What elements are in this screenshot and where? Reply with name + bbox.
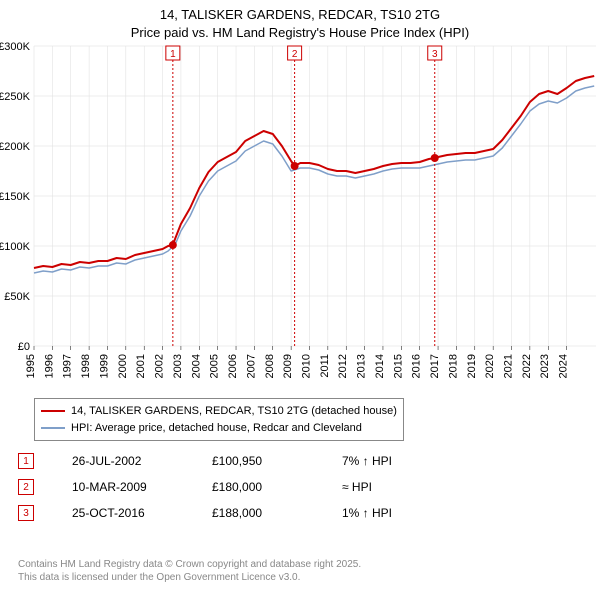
svg-text:2017: 2017 xyxy=(429,354,441,378)
event-hpi: ≈ HPI xyxy=(342,480,372,494)
svg-text:2012: 2012 xyxy=(337,354,349,378)
svg-text:2022: 2022 xyxy=(521,354,533,378)
svg-text:2018: 2018 xyxy=(447,354,459,378)
line-chart: £0 £50K £100K £150K £200K £250K £300K 1995 1996 1… xyxy=(0,42,600,392)
svg-text:2023: 2023 xyxy=(539,354,551,378)
svg-text:2003: 2003 xyxy=(172,354,184,378)
events-table: 1 26-JUL-2002£100,9507% ↑ HPI 2 10-MAR-2009… xyxy=(18,448,392,526)
event-date: 26-JUL-2002 xyxy=(72,454,212,468)
legend-label: 14, TALISKER GARDENS, REDCAR, TS10 2TG (… xyxy=(71,403,397,420)
chart-title: 14, TALISKER GARDENS, REDCAR, TS10 2TG P… xyxy=(0,0,600,41)
legend-swatch xyxy=(41,410,65,412)
event-row: 2 10-MAR-2009£180,000≈ HPI xyxy=(18,474,392,500)
svg-text:2016: 2016 xyxy=(411,354,423,378)
svg-text:2005: 2005 xyxy=(209,354,221,378)
svg-text:1998: 1998 xyxy=(80,354,92,378)
svg-text:1996: 1996 xyxy=(43,354,55,378)
event-hpi: 7% ↑ HPI xyxy=(342,454,392,468)
svg-text:1997: 1997 xyxy=(62,354,74,378)
title-line2: Price paid vs. HM Land Registry's House … xyxy=(0,24,600,42)
svg-text:£250K: £250K xyxy=(0,91,31,103)
svg-text:2000: 2000 xyxy=(117,354,129,378)
event-price: £188,000 xyxy=(212,506,342,520)
legend-item: 14, TALISKER GARDENS, REDCAR, TS10 2TG (… xyxy=(41,403,397,420)
svg-text:2021: 2021 xyxy=(503,354,515,378)
svg-text:£300K: £300K xyxy=(0,42,31,53)
event-date: 25-OCT-2016 xyxy=(72,506,212,520)
svg-text:3: 3 xyxy=(432,49,438,60)
svg-text:2: 2 xyxy=(292,49,298,60)
svg-text:2002: 2002 xyxy=(154,354,166,378)
svg-text:2007: 2007 xyxy=(245,354,257,378)
svg-text:2019: 2019 xyxy=(466,354,478,378)
legend-label: HPI: Average price, detached house, Redc… xyxy=(71,420,362,437)
legend-swatch xyxy=(41,427,65,429)
svg-text:1999: 1999 xyxy=(98,354,110,378)
svg-text:2006: 2006 xyxy=(227,354,239,378)
footer-line2: This data is licensed under the Open Gov… xyxy=(18,571,361,584)
svg-text:2011: 2011 xyxy=(319,354,331,378)
footer-attribution: Contains HM Land Registry data © Crown c… xyxy=(18,558,361,584)
event-row: 3 25-OCT-2016£188,0001% ↑ HPI xyxy=(18,500,392,526)
event-row: 1 26-JUL-2002£100,9507% ↑ HPI xyxy=(18,448,392,474)
svg-text:2013: 2013 xyxy=(356,354,368,378)
svg-text:£0: £0 xyxy=(18,341,30,353)
event-badge: 1 xyxy=(18,453,34,469)
legend-item: HPI: Average price, detached house, Redc… xyxy=(41,420,397,437)
svg-text:£100K: £100K xyxy=(0,241,31,253)
svg-text:2009: 2009 xyxy=(282,354,294,378)
event-badge: 2 xyxy=(18,479,34,495)
svg-text:£50K: £50K xyxy=(4,291,30,303)
legend: 14, TALISKER GARDENS, REDCAR, TS10 2TG (… xyxy=(34,398,404,441)
svg-text:2015: 2015 xyxy=(392,354,404,378)
svg-text:£150K: £150K xyxy=(0,191,31,203)
svg-text:2001: 2001 xyxy=(135,354,147,378)
event-badge: 3 xyxy=(18,505,34,521)
svg-text:2014: 2014 xyxy=(374,354,386,378)
title-line1: 14, TALISKER GARDENS, REDCAR, TS10 2TG xyxy=(0,6,600,24)
svg-text:2004: 2004 xyxy=(190,354,202,378)
svg-text:1995: 1995 xyxy=(25,354,37,378)
svg-text:£200K: £200K xyxy=(0,141,31,153)
svg-text:2024: 2024 xyxy=(558,354,570,378)
svg-text:1: 1 xyxy=(170,49,176,60)
event-price: £180,000 xyxy=(212,480,342,494)
footer-line1: Contains HM Land Registry data © Crown c… xyxy=(18,558,361,571)
svg-text:2020: 2020 xyxy=(484,354,496,378)
event-date: 10-MAR-2009 xyxy=(72,480,212,494)
svg-text:2008: 2008 xyxy=(264,354,276,378)
event-price: £100,950 xyxy=(212,454,342,468)
svg-text:2010: 2010 xyxy=(300,354,312,378)
event-hpi: 1% ↑ HPI xyxy=(342,506,392,520)
